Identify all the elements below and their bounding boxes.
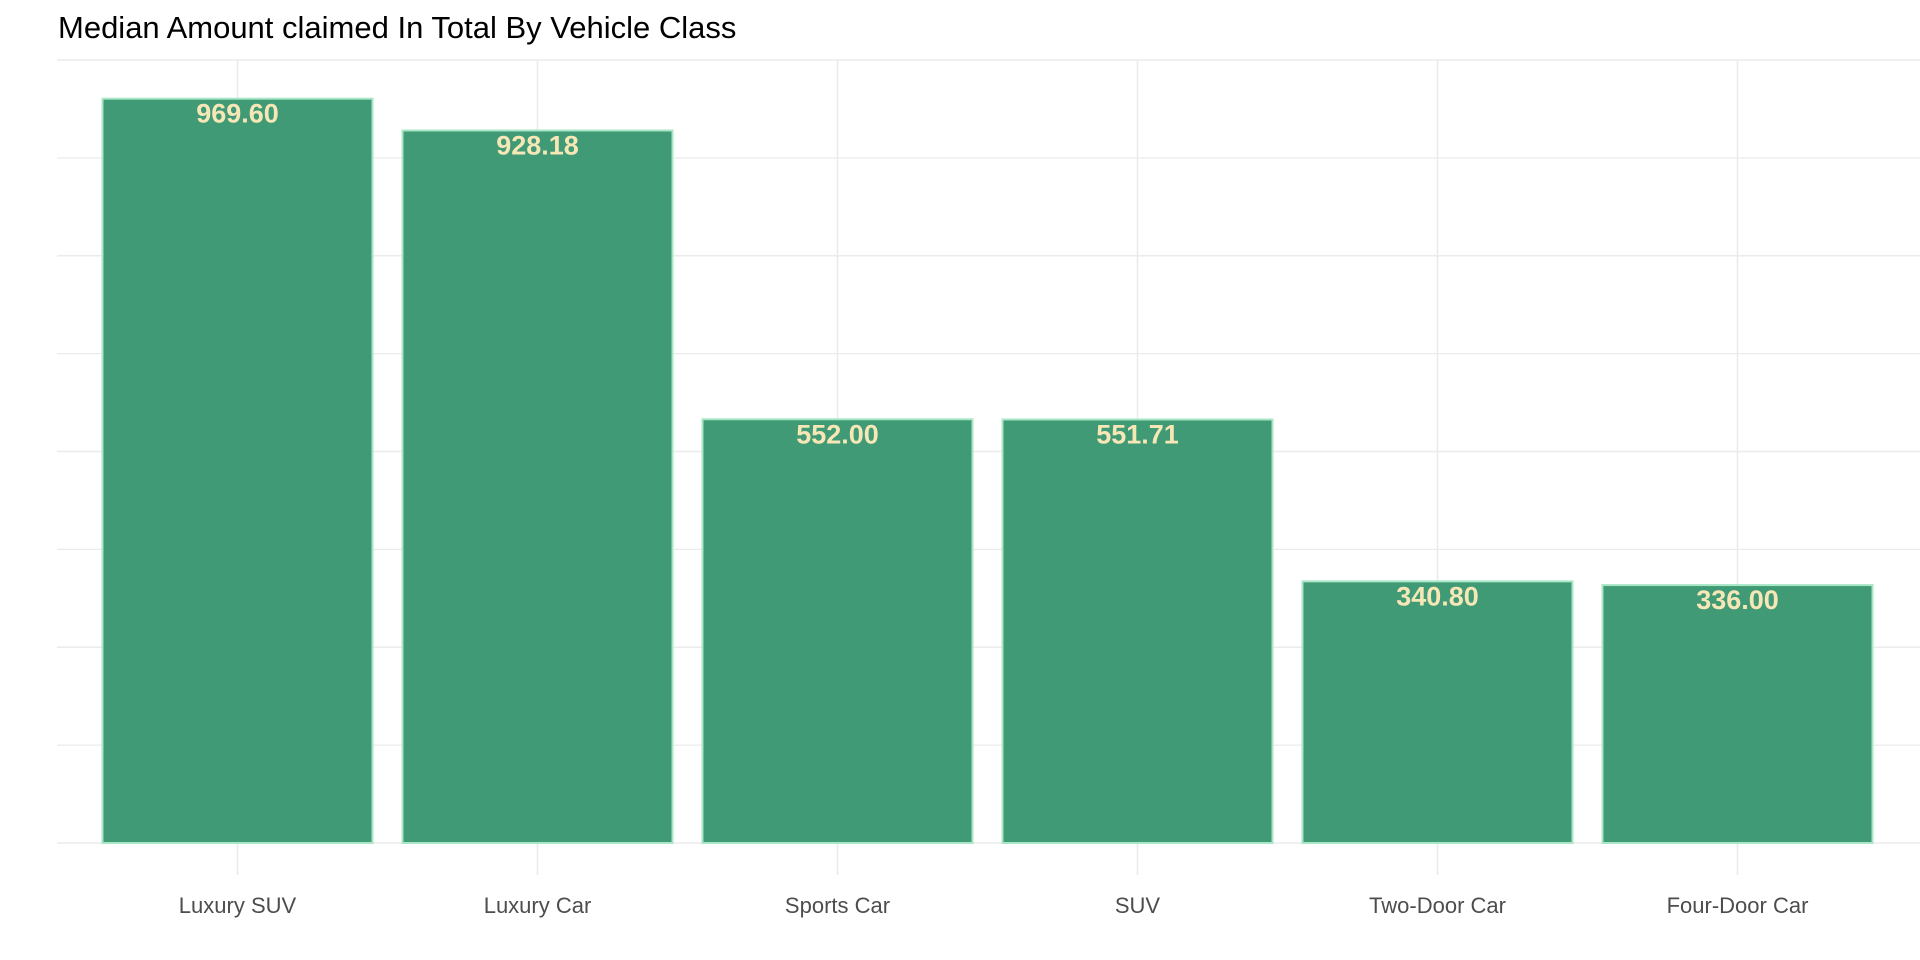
x-tick-label: Luxury SUV — [179, 893, 297, 918]
bar — [1601, 584, 1874, 845]
bar — [101, 97, 374, 845]
bar-value-labels: 969.60 928.18 552.00 551.71 340.80 336.00 — [196, 99, 1779, 615]
x-tick-label: Four-Door Car — [1667, 893, 1809, 918]
x-tick-label: Sports Car — [785, 893, 890, 918]
x-tick-label: SUV — [1115, 893, 1161, 918]
x-axis-tick-labels: Luxury SUV Luxury Car Sports Car SUV Two-Doo… — [179, 893, 1809, 918]
bar — [401, 129, 674, 844]
bar — [701, 418, 974, 844]
bar-value-label: 552.00 — [796, 419, 879, 449]
bar — [1001, 418, 1274, 844]
bar-value-label: 340.80 — [1396, 581, 1479, 611]
x-tick-label: Luxury Car — [484, 893, 592, 918]
bar-value-label: 336.00 — [1696, 585, 1779, 615]
bar-value-label: 969.60 — [196, 99, 279, 129]
bars — [101, 97, 1874, 845]
bar-value-label: 928.18 — [496, 130, 579, 160]
bar-value-label: 551.71 — [1096, 419, 1179, 449]
x-tick-label: Two-Door Car — [1369, 893, 1506, 918]
bar — [1301, 580, 1574, 844]
chart-title: Median Amount claimed In Total By Vehicl… — [58, 10, 737, 45]
